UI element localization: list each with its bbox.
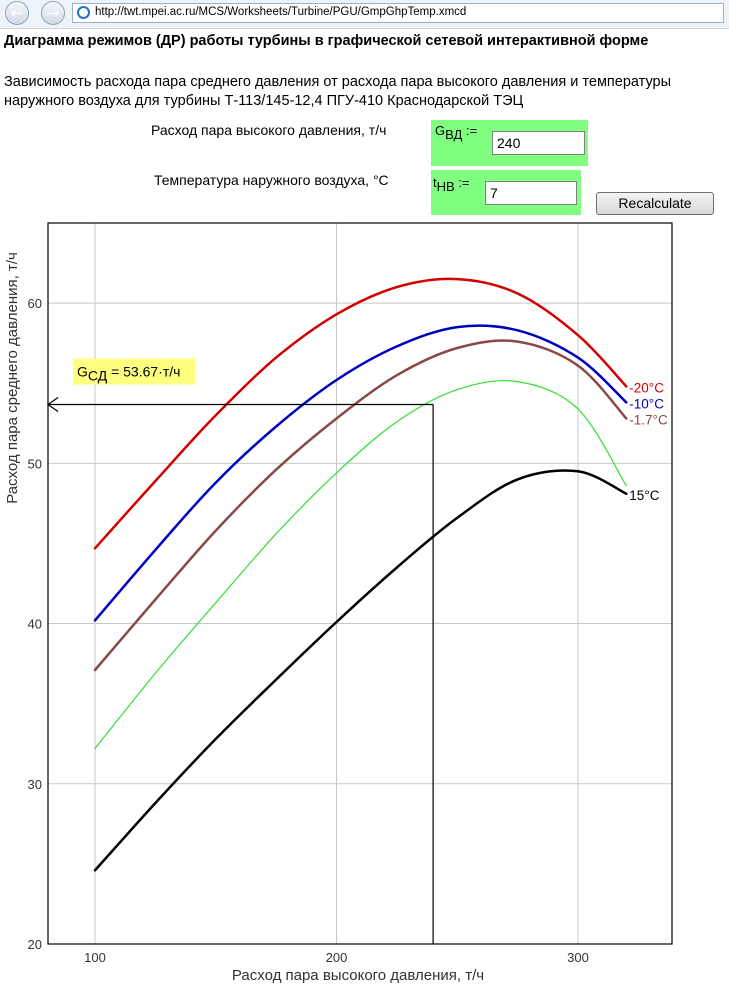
series-label-2: -1.7°C [629, 412, 668, 427]
y-tick-label: 60 [28, 296, 42, 311]
grid [48, 223, 672, 944]
gvd-input-box: GВД := 240 [431, 120, 588, 166]
guide-lines [46, 397, 434, 944]
gvd-label: Расход пара высокого давления, т/ч [151, 122, 387, 138]
x-axis-title: Расход пара высокого давления, т/ч [232, 967, 484, 984]
x-tick-label: 300 [567, 950, 589, 965]
tnv-symbol: tНВ := [433, 175, 470, 194]
guide-arrow-icon [46, 397, 59, 413]
back-arrow-icon: ← [10, 4, 24, 22]
address-text: http://twt.mpei.ac.ru/MCS/Worksheets/Tur… [95, 6, 467, 18]
series-label-1: -10°C [629, 396, 664, 411]
y-tick-label: 30 [28, 777, 42, 792]
gvd-symbol: GВД := [435, 123, 478, 142]
y-tick-label: 50 [28, 456, 42, 471]
x-tick-label: 200 [326, 950, 348, 965]
y-tick-label: 20 [28, 937, 42, 952]
forward-button[interactable]: → [41, 1, 65, 25]
series-line-0 [93, 277, 628, 550]
result-annotation: GСД = 53.67·т/ч [73, 358, 195, 385]
tick-labels: 100 200 300 20 30 40 50 60 [28, 296, 589, 965]
x-tick-label: 100 [84, 950, 106, 965]
recalculate-button[interactable]: Recalculate [596, 192, 714, 215]
page-title: Диаграмма режимов (ДР) работы турбины в … [4, 33, 649, 49]
tnv-input[interactable]: 7 [485, 181, 577, 205]
browser-toolbar: ← → http://twt.mpei.ac.ru/MCS/Worksheets… [0, 0, 729, 29]
y-tick-label: 40 [28, 617, 42, 632]
forward-arrow-icon: → [46, 4, 60, 22]
series-line-2 [93, 339, 628, 672]
series-line-3 [94, 379, 627, 750]
series-label-0: -20°C [629, 380, 664, 395]
tnv-label: Температура наружного воздуха, °С [154, 172, 389, 188]
result-box [73, 358, 195, 385]
plot-frame [47, 222, 673, 945]
series-line-1 [93, 324, 628, 622]
series-labels: -20°C-10°C-1.7°C 15°C [629, 380, 668, 502]
page-description: Зависимость расхода пара среднего давлен… [4, 74, 672, 109]
gvd-input[interactable]: 240 [492, 131, 585, 155]
y-axis-title: Расход пара среднего давления, т/ч [4, 252, 21, 504]
series-label-4: 15°C [629, 488, 659, 503]
tnv-input-box: tНВ := 7 [431, 170, 581, 215]
series-line-4 [93, 469, 628, 872]
back-button[interactable]: ← [5, 1, 29, 25]
result-text: GСД = 53.67·т/ч [77, 364, 180, 384]
address-bar[interactable]: http://twt.mpei.ac.ru/MCS/Worksheets/Tur… [72, 3, 724, 23]
ie-page-icon [77, 6, 90, 19]
series-lines [93, 277, 628, 872]
